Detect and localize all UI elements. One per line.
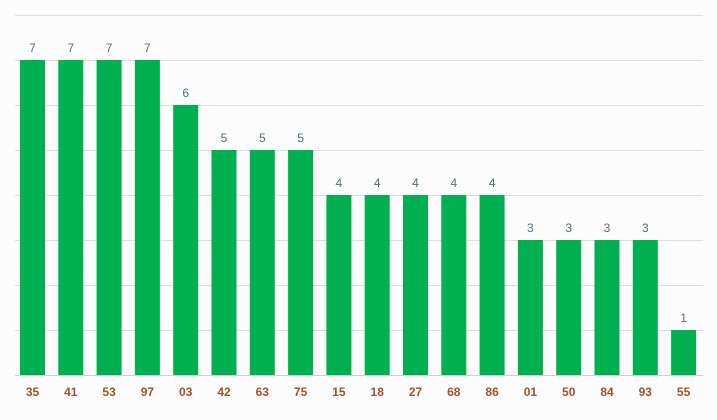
bar-68: [441, 195, 467, 375]
x-axis-tick-labels: 35 41 53 97 03 42 63 75 15 18 27 68 86 01 50 84 93 55: [26, 385, 691, 399]
value-labels: 7 7 7 7 6 5 5 5 4 4 4 4 4 3 3 3 3 1: [29, 41, 687, 325]
tick-label-68: 68: [447, 385, 461, 399]
value-label-01: 3: [527, 221, 534, 235]
value-label-50: 3: [565, 221, 572, 235]
tick-label-97: 97: [141, 385, 155, 399]
tick-label-35: 35: [26, 385, 40, 399]
tick-label-53: 53: [102, 385, 116, 399]
tick-label-75: 75: [294, 385, 308, 399]
tick-label-55: 55: [677, 385, 691, 399]
value-label-86: 4: [489, 176, 496, 190]
bar-50: [556, 240, 582, 375]
tick-label-15: 15: [332, 385, 346, 399]
value-label-18: 4: [374, 176, 381, 190]
tick-label-86: 86: [485, 385, 499, 399]
value-label-75: 5: [297, 131, 304, 145]
value-label-35: 7: [29, 41, 36, 55]
bar-27: [403, 195, 428, 375]
tick-label-63: 63: [256, 385, 270, 399]
bar-75: [288, 150, 314, 375]
value-label-41: 7: [67, 41, 74, 55]
bar-86: [479, 195, 505, 375]
value-label-53: 7: [106, 41, 113, 55]
value-label-84: 3: [604, 221, 611, 235]
bar-53: [96, 60, 122, 375]
bar-03: [173, 105, 199, 375]
bar-63: [249, 150, 275, 375]
bar-93: [632, 240, 658, 375]
value-label-93: 3: [642, 221, 649, 235]
bar-84: [594, 240, 620, 375]
value-label-63: 5: [259, 131, 266, 145]
bar-97: [134, 60, 160, 375]
tick-label-18: 18: [371, 385, 385, 399]
value-label-42: 5: [221, 131, 228, 145]
bar-35: [20, 60, 45, 375]
tick-label-42: 42: [217, 385, 231, 399]
bar-15: [326, 195, 352, 375]
bar-01: [517, 240, 543, 375]
value-label-03: 6: [182, 86, 189, 100]
tick-label-01: 01: [524, 385, 538, 399]
bars: [20, 60, 697, 375]
tick-label-41: 41: [64, 385, 78, 399]
tick-label-84: 84: [600, 385, 614, 399]
value-label-27: 4: [412, 176, 419, 190]
bar-18: [364, 195, 390, 375]
value-label-15: 4: [336, 176, 343, 190]
bar-41: [58, 60, 84, 375]
bar-42: [211, 150, 237, 375]
gridlines: [15, 15, 703, 376]
tick-label-50: 50: [562, 385, 576, 399]
value-label-97: 7: [144, 41, 151, 55]
bar-55: [671, 330, 697, 375]
tick-label-93: 93: [639, 385, 653, 399]
value-label-55: 1: [680, 311, 687, 325]
tick-label-03: 03: [179, 385, 193, 399]
tick-label-27: 27: [409, 385, 423, 399]
value-label-68: 4: [450, 176, 457, 190]
